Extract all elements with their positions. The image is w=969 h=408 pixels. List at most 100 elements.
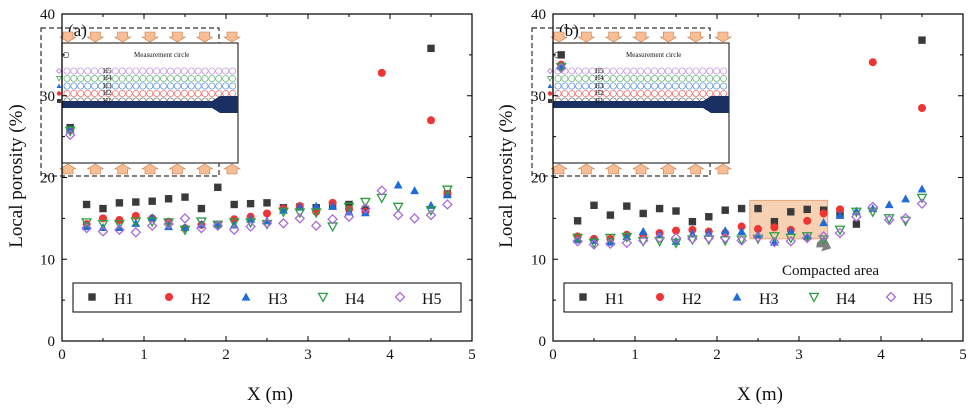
measurement-circle	[105, 82, 112, 90]
measurement-circle	[692, 82, 700, 90]
measurement-circle	[125, 90, 133, 97]
measurement-circle	[125, 67, 133, 75]
data-point-h4	[81, 218, 93, 229]
data-point-h3	[901, 194, 910, 203]
data-point-h5	[703, 232, 715, 244]
legend-marker-h3	[241, 292, 251, 301]
y-tick-label: 40	[531, 7, 546, 23]
data-point-h1	[427, 44, 435, 53]
inset-row-marker	[55, 76, 63, 82]
measurement-circle	[685, 67, 693, 75]
legend: H1 H2 H3 H4 H5	[72, 282, 462, 313]
data-point-h2	[131, 211, 140, 220]
inset-row-label-h2: H2	[103, 89, 112, 97]
measurement-circle	[658, 67, 665, 75]
measurement-circle	[111, 67, 119, 75]
load-arrow-bottom	[86, 163, 105, 175]
x-axis-label: X (m)	[247, 384, 293, 405]
data-point-h5	[163, 218, 174, 230]
load-arrow-top	[86, 31, 105, 43]
data-point-h4	[900, 216, 912, 227]
data-point-h4	[228, 218, 240, 229]
data-point-h4	[441, 185, 453, 196]
legend-marker-h3	[732, 292, 742, 301]
data-point-h1	[623, 202, 631, 210]
legend-label-h2: H2	[191, 291, 211, 308]
measurement-circle	[180, 82, 188, 90]
legend-label-h4: H4	[836, 291, 856, 308]
data-point-h5	[278, 217, 289, 229]
data-point-h5	[785, 235, 797, 247]
measurement-circle	[651, 90, 658, 97]
measurement-circle	[229, 75, 236, 82]
inset-row-label-h5: H5	[103, 67, 112, 75]
data-point-h3	[573, 235, 582, 244]
data-point-h5	[605, 238, 616, 250]
measurement-circle	[63, 90, 71, 97]
legend-marker-h5	[885, 291, 897, 303]
measurement-circle	[685, 82, 693, 90]
load-arrow-bottom	[713, 163, 733, 175]
data-point-h1	[737, 204, 746, 213]
data-point-h2	[754, 225, 762, 234]
measurement-circle	[589, 90, 596, 97]
measurement-circle	[609, 90, 617, 97]
measurement-circle	[160, 90, 167, 97]
data-point-h5	[555, 62, 567, 74]
measurement-circle	[180, 67, 188, 75]
y-tick-label: 30	[531, 89, 546, 105]
load-arrow-top	[631, 31, 651, 43]
measurement-circle	[222, 67, 230, 75]
measurement-circle	[105, 67, 112, 75]
x-tick-label: 3	[795, 347, 803, 363]
load-arrow-bottom	[168, 163, 187, 175]
x-tick-label: 5	[468, 347, 476, 363]
measurement-circle	[201, 75, 209, 82]
measurement-circle	[222, 82, 230, 90]
inset-row-marker	[56, 91, 62, 96]
measurement-circle	[589, 82, 596, 90]
measurement-circle	[602, 75, 610, 82]
measurement-circle	[568, 67, 576, 75]
data-point-h2	[377, 68, 386, 77]
measurement-circle	[98, 82, 105, 90]
inset-legend-text: Measurement circle	[626, 51, 681, 59]
inset-row-marker	[547, 83, 553, 88]
measurement-circle	[180, 90, 188, 97]
data-point-h5	[294, 213, 306, 224]
measurement-circle	[644, 67, 652, 75]
data-point-h4	[310, 208, 322, 219]
x-tick-label: 2	[222, 347, 230, 363]
measurement-circle	[623, 75, 631, 82]
y-tick-label: 0	[48, 334, 56, 350]
load-arrow-top	[713, 31, 733, 43]
y-tick-label: 10	[531, 252, 546, 268]
data-point-h4	[392, 202, 404, 213]
measurement-circle	[671, 67, 679, 75]
measurement-circle	[720, 82, 727, 90]
data-point-h5	[867, 201, 879, 213]
compacted-area-label: Compacted area	[782, 263, 879, 279]
measurement-circle	[630, 82, 638, 90]
legend-label-h5: H5	[913, 291, 933, 308]
data-point-h5	[752, 231, 764, 243]
measurement-circle	[658, 75, 665, 82]
measurement-circle	[602, 90, 610, 97]
data-point-h1	[918, 36, 926, 44]
data-point-h5	[245, 221, 256, 232]
measurement-circle	[637, 67, 645, 75]
data-point-h1	[181, 193, 189, 201]
data-point-h3	[131, 218, 141, 227]
measurement-circle	[616, 90, 624, 97]
measurement-circle	[63, 82, 71, 90]
measurement-circle	[125, 82, 133, 90]
measurement-circle	[602, 82, 610, 90]
data-point-h4	[637, 237, 649, 248]
data-point-h3	[835, 210, 845, 219]
data-point-h3	[311, 201, 321, 210]
data-point-h4	[670, 238, 682, 249]
measurement-circle	[623, 67, 631, 75]
measurement-circle	[208, 82, 216, 90]
